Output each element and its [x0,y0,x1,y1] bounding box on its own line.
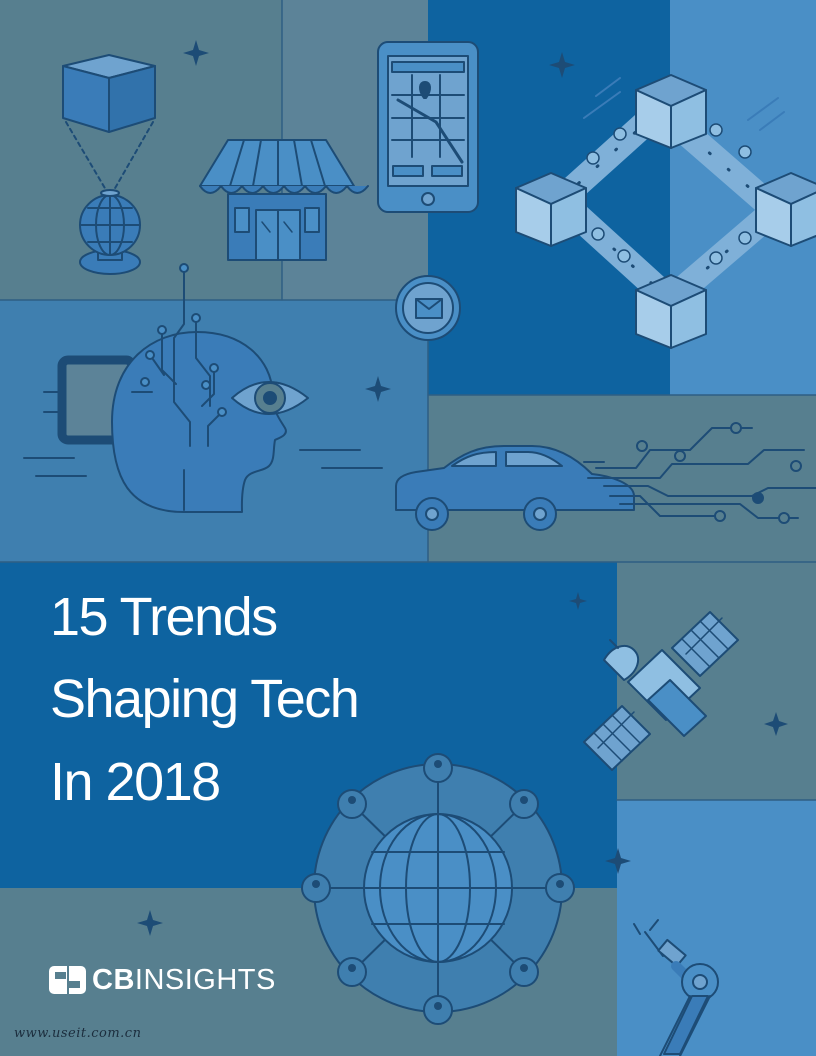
smartphone-map-icon [377,41,479,213]
panel-bottom-right [617,800,816,1056]
watermark-url: www.useit.com.cn [14,1026,142,1041]
cover-title-line-1: 15 Trends [50,587,278,647]
circuit-lines-icon [595,422,816,524]
autonomous-car-icon [395,445,635,531]
hologram-cube-icon [62,54,156,275]
satellite-icon [583,611,739,771]
cb-insights-logo: CBINSIGHTS [49,963,276,997]
brand-name: CBINSIGHTS [92,963,276,996]
robot-arm-icon [633,919,719,1056]
cover-title-line-3: In 2018 [50,752,221,812]
ai-head-icon [23,263,383,513]
sparkle-icon [137,40,788,936]
brand-name-regular: INSIGHTS [134,963,276,996]
cb-logo-mark-icon [49,966,86,994]
brand-name-bold: CB [92,963,135,996]
email-badge-icon [395,275,461,341]
global-network-icon [301,753,575,1025]
cover-title-line-2: Shaping Tech [50,669,360,729]
storefront-icon [199,139,369,261]
blockchain-icon [515,74,816,349]
